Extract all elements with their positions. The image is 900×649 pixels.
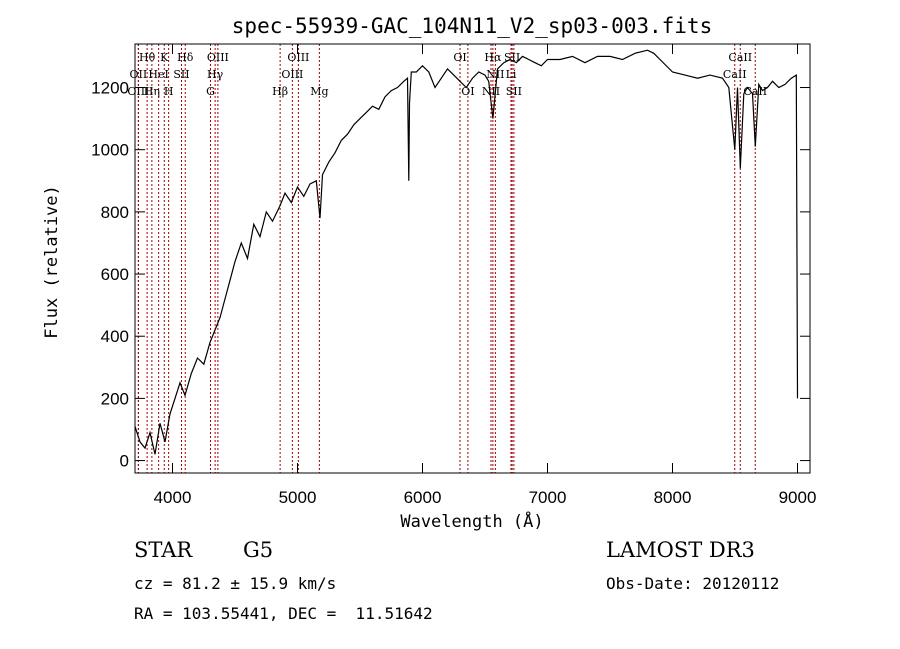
x-tick-label: 7000 (529, 488, 567, 507)
spectral-line-label: Hθ (139, 51, 156, 64)
y-tick-label: 1200 (91, 79, 129, 98)
y-tick-label: 600 (101, 265, 129, 284)
spectral-line-label: NII (482, 85, 500, 98)
spectral-line-label: CaII (723, 68, 747, 81)
spectral-line-label: NII (486, 68, 504, 81)
spectral-line-label: OI (453, 51, 466, 64)
object-subclass: G5 (243, 538, 274, 562)
spectral-line-label: OIII (287, 51, 309, 64)
spectral-line-markers (137, 44, 756, 473)
obs-date-text: Obs-Date: 20120112 (606, 574, 780, 593)
spectral-line-label: CaII (728, 51, 752, 64)
ra-dec-text: RA = 103.55441, DEC = 11.51642 (134, 604, 433, 623)
spectral-line-label: OIII (281, 68, 303, 81)
x-axis-ticks: 4000 5000 6000 7000 8000 9000 (154, 44, 817, 507)
spectral-line-label: G (206, 85, 215, 98)
x-tick-label: 9000 (779, 488, 817, 507)
chart-title: spec-55939-GAC_104N11_V2_sp03-003.fits (232, 14, 712, 38)
spectral-line-label: Hγ (207, 68, 224, 81)
spectral-line-label: Li (506, 68, 517, 81)
x-tick-label: 8000 (654, 488, 692, 507)
x-axis-label: Wavelength (Å) (400, 510, 543, 532)
y-tick-label: 0 (120, 452, 129, 471)
spectral-line-label: Hβ (272, 85, 288, 98)
spectral-line-label: SII (173, 68, 189, 81)
spectral-line-label: OIII (127, 85, 149, 98)
spectral-line-label: OI (461, 85, 474, 98)
redshift-text: cz = 81.2 ± 15.9 km/s (134, 574, 337, 593)
object-class: STAR (134, 538, 193, 562)
flux-series-line (134, 49, 799, 455)
spectral-line-label: CaII (743, 85, 767, 98)
x-tick-label: 4000 (154, 488, 192, 507)
y-axis-label: Flux (relative) (42, 185, 62, 339)
spectral-line-label: K (160, 51, 169, 64)
spectral-line-label: SII (504, 51, 520, 64)
spectral-line-label: Hδ (177, 51, 194, 64)
spectral-line-label: Hη (144, 85, 160, 98)
y-tick-label: 800 (101, 203, 129, 222)
spectral-line-label: OII (130, 68, 148, 81)
plot-frame (134, 43, 811, 474)
spectral-line-label: Hα (484, 51, 502, 64)
x-tick-label: 6000 (404, 488, 442, 507)
y-tick-label: 1000 (91, 141, 129, 160)
spectral-line-label: H (164, 85, 174, 98)
y-axis-ticks: 0 200 400 600 800 1000 1200 (91, 79, 810, 471)
x-tick-label: 5000 (279, 488, 317, 507)
spectral-line-label: SII (506, 85, 522, 98)
spectral-line-label: Mg (310, 85, 328, 98)
survey-label: LAMOST DR3 (606, 538, 755, 562)
spectral-line-label: OIII (207, 51, 229, 64)
spectral-line-label: HeI (148, 68, 168, 81)
y-tick-label: 400 (101, 327, 129, 346)
y-tick-label: 200 (101, 389, 129, 408)
